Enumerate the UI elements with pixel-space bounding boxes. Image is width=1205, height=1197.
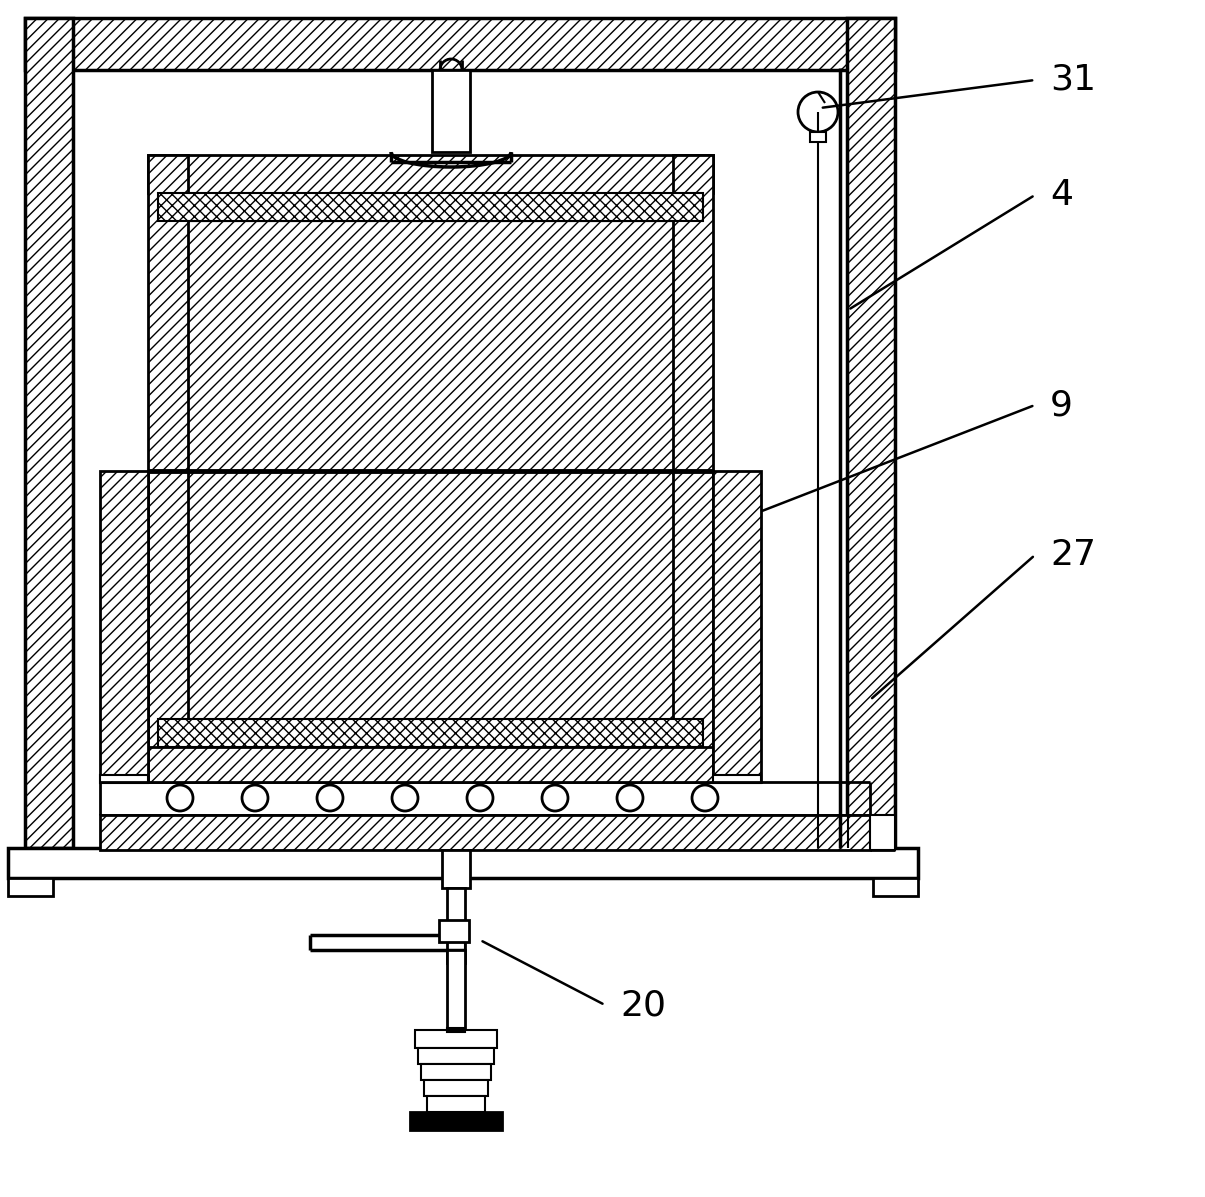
Bar	[674, 154, 713, 473]
Bar	[148, 154, 713, 193]
Bar	[427, 1096, 484, 1112]
Bar	[25, 18, 895, 69]
Bar	[100, 774, 148, 783]
Bar	[439, 920, 469, 942]
Bar	[713, 774, 762, 783]
Text: 31: 31	[1050, 63, 1097, 97]
Text: 9: 9	[1050, 388, 1072, 423]
Bar	[8, 847, 918, 879]
Bar	[415, 1029, 496, 1049]
Bar	[410, 1112, 502, 1130]
Bar	[100, 470, 148, 782]
Bar	[674, 470, 713, 749]
Bar	[433, 69, 470, 152]
Text: 20: 20	[621, 988, 666, 1022]
Bar	[418, 1049, 494, 1064]
Text: 27: 27	[1050, 537, 1097, 572]
Bar	[447, 1028, 465, 1032]
Text: 4: 4	[1050, 178, 1072, 212]
Bar	[158, 719, 703, 747]
Bar	[847, 18, 895, 847]
Bar	[25, 18, 74, 847]
Bar	[870, 815, 895, 850]
Bar	[421, 1064, 490, 1080]
Bar	[100, 815, 870, 850]
Bar	[447, 950, 465, 1029]
Bar	[148, 747, 713, 782]
Bar	[810, 132, 825, 142]
Bar	[188, 470, 674, 719]
Bar	[713, 470, 762, 782]
Bar	[872, 879, 918, 897]
Bar	[158, 193, 703, 221]
Bar	[148, 470, 188, 749]
Bar	[148, 154, 188, 473]
Bar	[188, 221, 674, 470]
Bar	[8, 879, 53, 897]
Bar	[447, 888, 465, 964]
Bar	[424, 1080, 488, 1096]
Bar	[442, 850, 470, 888]
